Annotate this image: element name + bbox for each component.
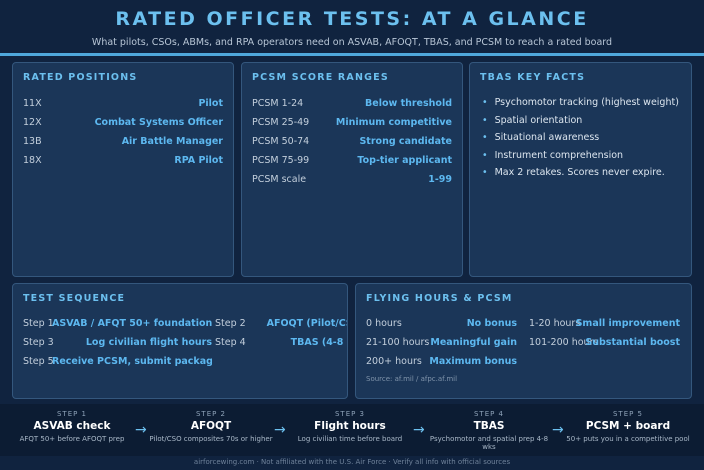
row-label: 0 hours (366, 318, 402, 329)
panel: FLYING HOURS & PCSM 0 hours No bonus 1-20 h… (355, 283, 692, 399)
step-label: STEP 1 (56, 410, 88, 418)
subtitle: What pilots, CSOs, ABMs, and RPA operato… (91, 37, 613, 48)
fact: Spatial orientation (482, 115, 583, 126)
arrow: → (135, 422, 147, 438)
panel-title: TBAS KEY FACTS (480, 72, 586, 83)
step-label: STEP 5 (612, 410, 644, 418)
step: STEP 3 Flight hours Log civilian time befo… (285, 410, 415, 443)
row-value: 1-99 (428, 174, 452, 185)
fact: Situational awareness (482, 132, 600, 143)
step-title: PCSM + board (585, 420, 671, 432)
step-title: TBAS (473, 420, 505, 432)
row-value: Small improvement (575, 318, 680, 329)
arrow: → (274, 422, 286, 438)
panel-title: PCSM SCORE RANGES (252, 72, 389, 83)
row-label: 12X (23, 117, 42, 128)
step-desc: Psychomotor and spatial prep 4-8 wks (429, 435, 549, 451)
panel: TEST SEQUENCE Step 1 ASVAB / AFQT 50+ foun… (12, 283, 348, 399)
row-value: Strong candidate (359, 136, 452, 147)
row-value: Meaningful gain (430, 337, 517, 348)
footer: airforcewing.com · Not affiliated with t… (193, 458, 511, 466)
row-label: PCSM 1-24 (252, 98, 304, 109)
source: Source: af.mil / afpc.af.mil (366, 375, 458, 383)
step-text: TBAS (4-8 wk pre (290, 337, 347, 348)
panel-title: TEST SEQUENCE (23, 293, 126, 304)
step-text: AFOQT (Pilot/CSO 70s (266, 318, 347, 329)
step: STEP 2 AFOQT Pilot/CSO composites 70s or h… (146, 410, 276, 443)
step: STEP 5 PCSM + board 50+ puts you in a comp… (563, 410, 693, 443)
panel: PCSM SCORE RANGES PCSM 1-24 Below threshol… (241, 62, 463, 277)
panel: RATED POSITIONS 11X Pilot 12X Combat Systems… (12, 62, 234, 277)
row-value: Pilot (198, 98, 223, 109)
step-label: Step 1 (23, 318, 54, 329)
row-label: 13B (23, 136, 42, 147)
title: RATED OFFICER TESTS: AT A GLANCE (115, 8, 589, 30)
step-label: Step 3 (23, 337, 54, 348)
fact: Max 2 retakes. Scores never expire. (482, 167, 665, 178)
step-label: STEP 2 (195, 410, 227, 418)
row-label: PCSM 50-74 (252, 136, 310, 147)
step-desc: AFQT 50+ before AFOQT prep (19, 435, 125, 443)
row-value: Air Battle Manager (121, 136, 223, 147)
step-title: ASVAB check (33, 420, 111, 432)
step-label: Step 2 (215, 318, 246, 329)
panel-title: FLYING HOURS & PCSM (366, 293, 513, 304)
step-title: AFOQT (190, 420, 232, 432)
arrow: → (413, 422, 425, 438)
row-label: 101-200 hours (529, 337, 599, 348)
panel: TBAS KEY FACTS Psychomotor tracking (high… (469, 62, 692, 277)
row-label: PCSM scale (252, 174, 307, 185)
row-label: 18X (23, 155, 42, 166)
step-desc: 50+ puts you in a competitive pool (566, 435, 690, 443)
row-value: Maximum bonus (429, 356, 517, 367)
step: STEP 4 TBAS Psychomotor and spatial prep 4… (424, 410, 554, 451)
step-desc: Log civilian time before board (297, 435, 403, 443)
row-value: Minimum competitive (335, 117, 452, 128)
fact: Instrument comprehension (482, 150, 623, 161)
row-label: 1-20 hours (529, 318, 581, 329)
step-text: ASVAB / AFQT 50+ foundation (52, 318, 212, 329)
row-label: 21-100 hours (366, 337, 430, 348)
row-label: PCSM 75-99 (252, 155, 310, 166)
step-title: Flight hours (314, 420, 386, 432)
row-value: RPA Pilot (174, 155, 223, 166)
step-text: Log civilian flight hours (85, 337, 212, 348)
step-desc: Pilot/CSO composites 70s or higher (149, 435, 273, 443)
arrow: → (552, 422, 564, 438)
panel-title: RATED POSITIONS (23, 72, 138, 83)
step-text: Receive PCSM, submit package (52, 356, 212, 367)
row-value: Top-tier applicant (357, 155, 452, 166)
fact: Psychomotor tracking (highest weight) (482, 97, 679, 108)
row-value: Combat Systems Officer (94, 117, 223, 128)
step-label: STEP 3 (334, 410, 366, 418)
row-value: Below threshold (365, 98, 452, 109)
row-label: 11X (23, 98, 42, 109)
step-label: Step 5 (23, 356, 54, 367)
step: STEP 1 ASVAB check AFQT 50+ before AFOQT p… (7, 410, 137, 443)
row-value: No bonus (466, 318, 517, 329)
steps-bar (0, 404, 704, 456)
step-label: Step 4 (215, 337, 246, 348)
divider (0, 53, 704, 56)
row-label: 200+ hours (366, 356, 422, 367)
row-value: Substantial boost (585, 337, 680, 348)
step-label: STEP 4 (473, 410, 505, 418)
row-label: PCSM 25-49 (252, 117, 310, 128)
